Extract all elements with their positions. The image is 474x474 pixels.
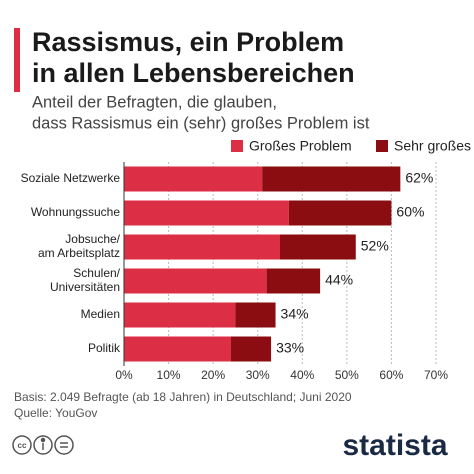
chart-title: Rassismus, ein Problem — [32, 27, 344, 57]
chart-title: in allen Lebensbereichen — [32, 58, 355, 88]
legend-swatch — [231, 140, 243, 152]
value-label: 52% — [361, 238, 389, 254]
source: Quelle: YouGov — [14, 406, 97, 420]
x-tick-label: 30% — [246, 368, 270, 382]
license-icons — [12, 435, 74, 455]
bar-segment — [124, 166, 263, 192]
x-tick-label: 70% — [424, 368, 448, 382]
accent-bar — [14, 28, 20, 92]
x-tick-label: 60% — [379, 368, 403, 382]
bar-segment — [124, 234, 280, 260]
chart-subtitle: dass Rassismus ein (sehr) großes Problem… — [32, 114, 370, 132]
value-label: 60% — [396, 204, 424, 220]
bar-segment — [230, 336, 272, 362]
x-tick-label: 40% — [290, 368, 314, 382]
chart-subtitle: Anteil der Befragten, die glauben, — [32, 93, 277, 111]
bar-segment — [124, 268, 267, 294]
bar-segment — [124, 336, 231, 362]
legend-swatch — [376, 140, 388, 152]
bar-segment — [235, 302, 276, 328]
bar-segment — [288, 200, 392, 226]
value-label: 33% — [276, 340, 304, 356]
legend-label: Großes Problem — [249, 138, 352, 154]
y-tick-label: Soziale Netzwerke — [21, 171, 121, 185]
bar-segment — [280, 234, 356, 260]
legend-label: Sehr großes Problem — [394, 138, 474, 154]
y-tick-label: Schulen/ — [73, 266, 120, 280]
x-tick-label: 0% — [115, 368, 133, 382]
cc-icon: cc — [18, 441, 27, 450]
footnote: Basis: 2.049 Befragte (ab 18 Jahren) in … — [14, 390, 352, 404]
x-tick-label: 20% — [201, 368, 225, 382]
y-tick-label: Jobsuche/ — [65, 232, 120, 246]
bar-segment — [124, 200, 289, 226]
value-label: 44% — [325, 272, 353, 288]
x-tick-label: 50% — [335, 368, 359, 382]
value-label: 62% — [405, 170, 433, 186]
y-tick-label: Universitäten — [50, 280, 120, 294]
y-tick-label: Medien — [81, 307, 120, 321]
bar-segment — [262, 166, 401, 192]
x-tick-label: 10% — [157, 368, 181, 382]
bar-segment — [266, 268, 321, 294]
y-tick-label: Wohnungssuche — [31, 205, 121, 219]
bar-segment — [124, 302, 236, 328]
y-tick-label: am Arbeitsplatz — [38, 246, 120, 260]
y-tick-label: Politik — [88, 341, 121, 355]
value-label: 34% — [281, 306, 309, 322]
brand-logo: statista — [342, 429, 447, 462]
